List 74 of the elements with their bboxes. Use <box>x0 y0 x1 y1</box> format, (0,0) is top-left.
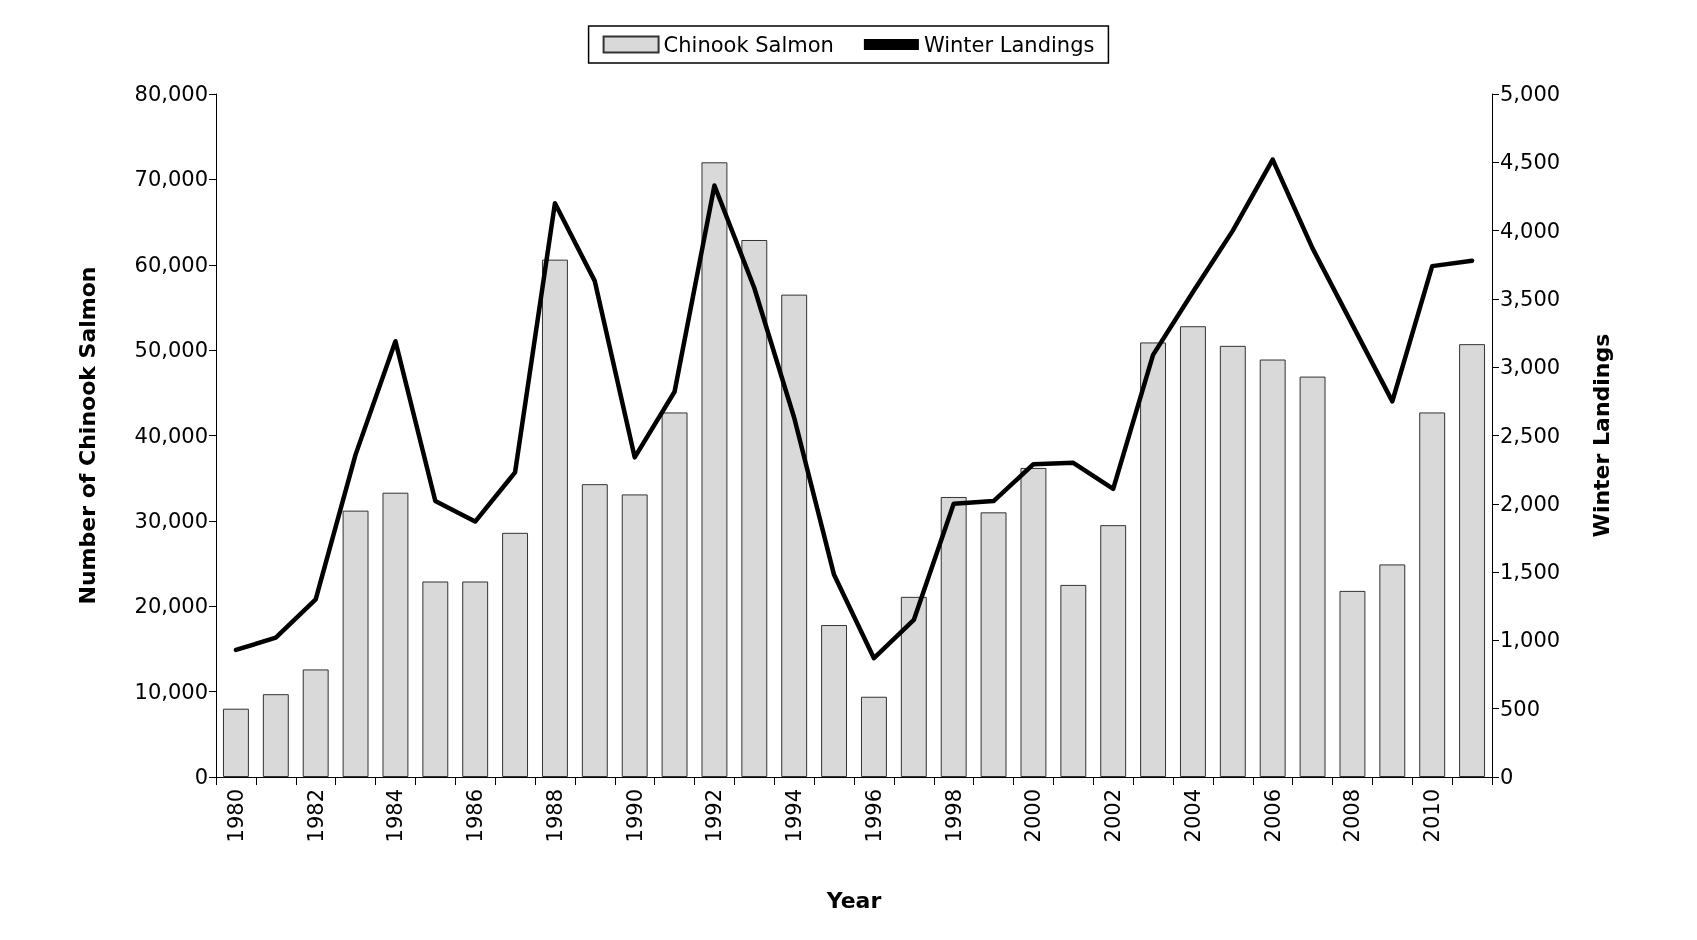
y-tick-label: 0 <box>194 765 208 789</box>
bar <box>222 708 249 777</box>
x-tick-label: 2002 <box>1101 789 1126 843</box>
y-tick-label: 40,000 <box>134 423 208 448</box>
bar <box>541 259 568 777</box>
bar <box>821 625 848 777</box>
x-tick-label: 1984 <box>383 789 408 843</box>
legend-label: Chinook Salmon <box>663 32 834 57</box>
x-tick-label: 2000 <box>1021 789 1046 843</box>
line-series <box>233 157 1475 661</box>
y-tick-label: 10,000 <box>134 679 208 704</box>
x-tick-label: 1980 <box>223 789 248 843</box>
bar <box>1339 590 1366 777</box>
bar <box>422 581 449 777</box>
bar <box>302 669 329 777</box>
y-tick-label: 70,000 <box>134 167 208 192</box>
bar <box>382 492 409 777</box>
x-tick-label: 1986 <box>463 789 488 843</box>
bar <box>502 532 529 777</box>
bar <box>1060 584 1087 777</box>
y2-tick-label: 2,000 <box>1500 491 1561 516</box>
y-tick-label: 20,000 <box>134 594 208 619</box>
bar <box>462 581 489 777</box>
x-tick-label: 1998 <box>941 789 966 843</box>
y-axis-title: Number of Chinook Salmon <box>74 266 100 605</box>
x-tick-label: 1996 <box>861 789 886 843</box>
bar <box>1419 412 1446 777</box>
x-tick-label: 2006 <box>1260 789 1285 843</box>
bar <box>741 239 768 777</box>
y2-tick-label: 3,500 <box>1500 286 1561 311</box>
y2-tick-label: 1,000 <box>1500 628 1561 653</box>
bar <box>621 494 648 777</box>
legend-label: Winter Landings <box>923 32 1095 57</box>
x-tick-label: 1992 <box>702 789 727 843</box>
x-tick-label: 1990 <box>622 789 647 843</box>
y2-tick-label: 0 <box>1500 765 1514 789</box>
x-tick-label: 2010 <box>1420 789 1445 843</box>
bar <box>1259 359 1286 777</box>
bar <box>661 412 688 777</box>
bar <box>860 696 887 777</box>
x-tick-label: 2004 <box>1180 789 1205 843</box>
x-tick-label: 1988 <box>542 789 567 843</box>
y2-axis-title: Winter Landings <box>1588 333 1614 538</box>
bar <box>1179 326 1206 777</box>
bar <box>1100 525 1127 777</box>
x-axis-title: Year <box>825 887 882 913</box>
y2-tick-label: 1,500 <box>1500 560 1561 585</box>
y2-tick-label: 4,500 <box>1500 150 1561 175</box>
y2-tick-label: 2,500 <box>1500 423 1561 448</box>
bar <box>262 694 289 777</box>
bar <box>342 510 369 777</box>
y-tick-label: 80,000 <box>134 82 208 106</box>
x-tick-label: 2008 <box>1340 789 1365 843</box>
y-tick-label: 30,000 <box>134 508 208 533</box>
y2-tick-label: 3,000 <box>1500 355 1561 380</box>
bar <box>1299 376 1326 777</box>
bar <box>940 496 967 777</box>
bar <box>581 484 608 777</box>
y-tick-label: 60,000 <box>134 252 208 277</box>
y2-tick-label: 4,000 <box>1500 218 1561 243</box>
bar <box>900 596 927 777</box>
bar <box>1140 342 1167 777</box>
bar <box>781 294 808 777</box>
x-tick-label: 1994 <box>782 789 807 843</box>
y-tick-label: 50,000 <box>134 338 208 363</box>
x-tick-label: 1982 <box>303 789 328 843</box>
bar <box>701 162 728 777</box>
y2-tick-label: 500 <box>1500 696 1541 721</box>
y2-tick-label: 5,000 <box>1500 82 1561 106</box>
bar <box>1379 564 1406 777</box>
bar <box>1459 344 1486 777</box>
bar <box>980 512 1007 777</box>
bar <box>1219 345 1246 777</box>
bar <box>1020 467 1047 777</box>
